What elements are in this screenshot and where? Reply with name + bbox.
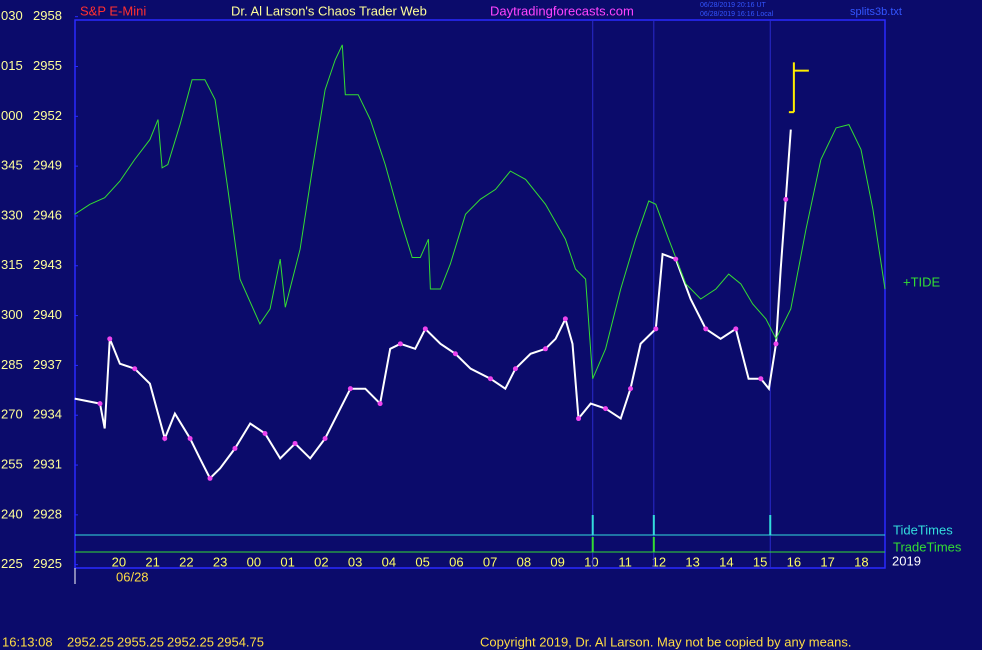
y-left-label: 270 [1, 407, 23, 422]
x-tick-label: 06 [449, 554, 463, 569]
y-left-label: 030 [1, 8, 23, 23]
x-tick-label: 08 [517, 554, 531, 569]
price-tint [207, 475, 213, 481]
price-tint [422, 326, 428, 332]
file-label: splits3b.txt [850, 6, 902, 18]
y-left-label: 345 [1, 158, 23, 173]
price-tint [673, 256, 679, 262]
price-tint [322, 435, 328, 441]
last-close: 2954.75 [217, 634, 264, 649]
price-tint [487, 376, 493, 382]
price-tint [653, 326, 659, 332]
x-tick-label: 00 [247, 554, 261, 569]
y-left-label: 015 [1, 58, 23, 73]
price-tint [576, 416, 582, 422]
price-tint [758, 376, 764, 382]
price-tint [628, 386, 634, 392]
plot-frame [74, 19, 886, 569]
x-tick-label: 18 [854, 554, 868, 569]
y-tick-label: 2928 [33, 506, 62, 521]
y-left-label: 255 [1, 456, 23, 471]
price-tint [733, 326, 739, 332]
price-tint [452, 351, 458, 357]
price-tint [703, 326, 709, 332]
y-tick-label: 2955 [33, 58, 62, 73]
copyright: Copyright 2019, Dr. Al Larson. May not b… [480, 634, 851, 649]
y-left-label: 285 [1, 357, 23, 372]
series-label: +TIDE [903, 274, 941, 289]
price-tint [542, 346, 548, 352]
x-tick-label: 03 [348, 554, 362, 569]
price-tint [347, 386, 353, 392]
instrument-label: S&P E-Mini [80, 3, 146, 18]
year-label: 2019 [892, 553, 921, 568]
price-tint [107, 336, 113, 342]
timestamp: 06/28/2019 20:16 UT [700, 2, 766, 9]
y-left-label: 330 [1, 207, 23, 222]
y-left-label: 300 [1, 307, 23, 322]
x-tick-label: 21 [145, 554, 159, 569]
x-tick-label: 16 [787, 554, 801, 569]
y-tick-label: 2934 [33, 407, 62, 422]
price-tint [512, 366, 518, 372]
y-tick-label: 2958 [33, 8, 62, 23]
x-tick-label: 02 [314, 554, 328, 569]
x-tick-label: 13 [685, 554, 699, 569]
price-tint [132, 366, 138, 372]
website: Daytradingforecasts.com [490, 3, 634, 18]
x-tick-label: 20 [112, 554, 126, 569]
tide-times-label: TideTimes [893, 522, 953, 537]
trade-times-label: TradeTimes [893, 539, 962, 554]
y-tick-label: 2952 [33, 108, 62, 123]
x-tick-label: 05 [415, 554, 429, 569]
last-open: 2952.25 [67, 634, 114, 649]
price-tint [162, 435, 168, 441]
x-tick-label: 22 [179, 554, 193, 569]
chart-title: Dr. Al Larson's Chaos Trader Web [231, 3, 427, 18]
price-tint [232, 445, 238, 451]
x-tick-label: 17 [820, 554, 834, 569]
date-label: 06/28 [116, 569, 149, 584]
price-tint [783, 196, 789, 202]
price-tint [292, 440, 298, 446]
last-high: 2955.25 [117, 634, 164, 649]
y-left-label: 240 [1, 506, 23, 521]
y-tick-label: 2931 [33, 456, 62, 471]
x-tick-label: 15 [753, 554, 767, 569]
x-tick-label: 12 [652, 554, 666, 569]
x-tick-label: 01 [280, 554, 294, 569]
x-tick-label: 10 [584, 554, 598, 569]
last-time: 16:13:08 [2, 634, 53, 649]
y-left-label: 225 [1, 556, 23, 571]
y-tick-label: 2943 [33, 257, 62, 272]
x-tick-label: 04 [382, 554, 396, 569]
price-tint [97, 401, 103, 407]
y-tick-label: 2949 [33, 158, 62, 173]
timestamp: 06/28/2019 16:16 Local [700, 11, 774, 18]
price-tint [562, 316, 568, 322]
y-tick-label: 2940 [33, 307, 62, 322]
price-tint [187, 435, 193, 441]
y-tick-label: 2946 [33, 207, 62, 222]
price-tint [397, 341, 403, 347]
series-line [74, 44, 886, 379]
x-tick-label: 09 [550, 554, 564, 569]
x-tick-label: 11 [618, 554, 632, 569]
y-left-label: 000 [1, 108, 23, 123]
price-tint [377, 401, 383, 407]
x-tick-label: 23 [213, 554, 227, 569]
last-low: 2952.25 [167, 634, 214, 649]
price-tint [773, 341, 779, 347]
x-tick-label: 14 [719, 554, 733, 569]
price-tint [262, 430, 268, 436]
y-left-label: 315 [1, 257, 23, 272]
x-tick-label: 07 [483, 554, 497, 569]
price-tint [603, 406, 609, 412]
y-tick-label: 2925 [33, 556, 62, 571]
y-tick-label: 2937 [33, 357, 62, 372]
